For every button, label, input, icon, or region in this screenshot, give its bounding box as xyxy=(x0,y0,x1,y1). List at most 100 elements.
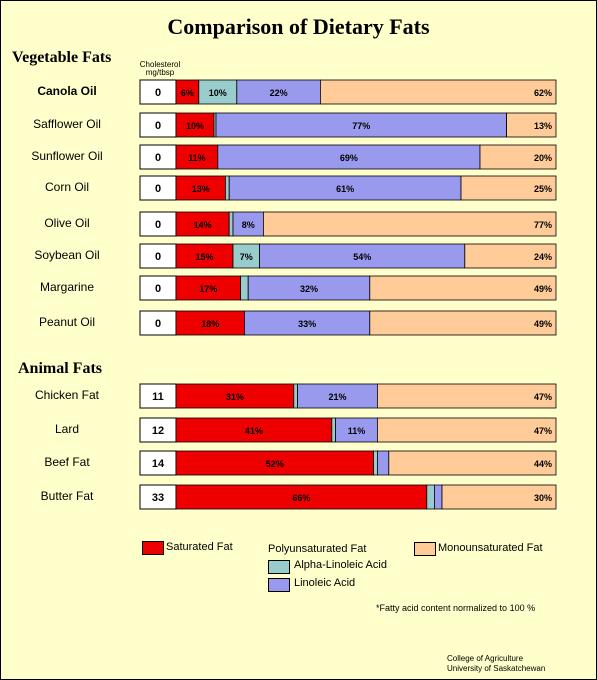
bar-segment-sat xyxy=(175,417,333,443)
bar-segment-ala xyxy=(331,417,336,443)
data-label-mono: 30% xyxy=(534,493,552,503)
bar-segment-la xyxy=(297,383,378,409)
bar-segment-ala xyxy=(293,383,298,409)
bar-segment-la xyxy=(232,211,264,237)
bar-segment-la xyxy=(243,310,371,336)
cholesterol-box xyxy=(139,211,177,237)
cholesterol-value: 0 xyxy=(155,87,161,99)
row-label-safflower-oil: Safflower Oil xyxy=(33,117,101,131)
row-label-margarine: Margarine xyxy=(39,280,95,294)
row-label-corn-oil: Corn Oil xyxy=(44,180,89,194)
bar-segment-mono xyxy=(369,275,557,301)
bar-segment-mono xyxy=(319,79,557,105)
legend-label-monounsaturated: Monounsaturated Fat xyxy=(438,542,543,554)
bar-segment-la xyxy=(259,243,466,269)
cholesterol-value: 0 xyxy=(155,318,161,330)
data-label-mono: 44% xyxy=(534,459,552,469)
bar-segment-la xyxy=(217,144,481,170)
bar-segment-mono xyxy=(388,450,557,476)
credit-line-2: University of Saskatchewan xyxy=(447,664,546,673)
cholesterol-box xyxy=(139,112,177,138)
row-label-chicken-fat: Chicken Fat xyxy=(34,388,100,402)
cholesterol-value: 11 xyxy=(152,391,164,403)
row-label-sunflower-oil: Sunflower Oil xyxy=(31,149,103,163)
data-label-ala: 7% xyxy=(240,252,253,262)
data-label-mono: 49% xyxy=(534,319,552,329)
data-label-mono: 77% xyxy=(534,220,552,230)
bar-segment-sat xyxy=(175,383,295,409)
cholesterol-value: 0 xyxy=(155,251,161,263)
data-label-sat: 15% xyxy=(195,252,213,262)
bar-segment-la xyxy=(433,484,443,510)
row-label-peanut-oil: Peanut Oil xyxy=(38,315,96,329)
credit: College of Agriculture University of Sas… xyxy=(447,654,545,674)
bar-segment-mono xyxy=(369,310,557,336)
data-label-sat: 17% xyxy=(199,284,217,294)
bar-segment-ala xyxy=(228,211,234,237)
row-label-beef-fat: Beef Fat xyxy=(44,455,90,469)
data-label-sat: 13% xyxy=(192,184,210,194)
cholesterol-box xyxy=(139,144,177,170)
data-label-mono: 62% xyxy=(534,88,552,98)
chart-title: Comparison of Dietary Fats xyxy=(167,14,430,39)
bar-segment-sat xyxy=(175,310,245,336)
bar-segment-mono xyxy=(441,484,557,510)
data-label-la: 32% xyxy=(300,284,318,294)
legend-label-alpha-linoleic: Alpha-Linoleic Acid xyxy=(294,559,387,571)
cholesterol-box xyxy=(139,275,177,301)
bar-segment-la xyxy=(215,112,508,138)
data-label-mono: 47% xyxy=(534,426,552,436)
data-label-mono: 20% xyxy=(534,153,552,163)
cholesterol-value: 0 xyxy=(155,183,161,195)
bar-segment-mono xyxy=(464,243,557,269)
data-label-la: 61% xyxy=(336,184,354,194)
bar-segment-mono xyxy=(262,211,557,237)
bar-segment-la xyxy=(335,417,378,443)
data-label-la: 33% xyxy=(298,319,316,329)
bar-segment-mono xyxy=(479,144,557,170)
section-vegetable-fats: Vegetable Fats xyxy=(12,49,112,66)
data-label-sat: 41% xyxy=(245,426,263,436)
bar-segment-mono xyxy=(460,175,557,201)
cholesterol-value: 14 xyxy=(152,458,165,470)
legend-swatch-alpha-linoleic xyxy=(268,560,290,574)
bar-segment-mono xyxy=(376,383,557,409)
row-label-soybean-oil: Soybean Oil xyxy=(34,248,100,262)
cholesterol-value: 0 xyxy=(155,219,161,231)
bar-segment-la xyxy=(376,450,390,476)
data-label-la: 54% xyxy=(353,252,371,262)
data-label-sat: 14% xyxy=(194,220,212,230)
data-label-la: 21% xyxy=(328,392,346,402)
row-label-olive-oil: Olive Oil xyxy=(44,216,90,230)
bar-segment-la xyxy=(247,275,371,301)
data-label-sat: 66% xyxy=(292,493,310,503)
data-label-mono: 13% xyxy=(534,121,552,131)
credit-line-1: College of Agriculture xyxy=(447,654,524,663)
bar-segment-ala xyxy=(232,243,261,269)
cholesterol-box xyxy=(139,383,177,409)
data-label-sat: 10% xyxy=(186,121,204,131)
bar-segment-mono xyxy=(506,112,557,138)
cholesterol-box xyxy=(139,175,177,201)
bar-segment-sat xyxy=(175,243,234,269)
data-label-sat: 52% xyxy=(266,459,284,469)
data-label-la: 11% xyxy=(348,426,366,436)
data-label-mono: 24% xyxy=(534,252,552,262)
row-label-lard: Lard xyxy=(54,422,80,436)
bar-segment-ala xyxy=(373,450,378,476)
data-label-la: 22% xyxy=(270,88,288,98)
cholesterol-value: 0 xyxy=(155,283,161,295)
bar-segment-sat xyxy=(175,275,241,301)
bar-segment-mono xyxy=(376,417,557,443)
bar-segment-sat xyxy=(175,175,226,201)
row-label-canola-oil: Canola Oil xyxy=(37,84,97,98)
data-label-sat: 18% xyxy=(201,319,219,329)
data-label-mono: 25% xyxy=(534,184,552,194)
cholesterol-value: 33 xyxy=(152,492,164,504)
bar-segment-ala xyxy=(240,275,249,301)
data-label-la: 77% xyxy=(352,121,370,131)
data-label-sat: 31% xyxy=(226,392,244,402)
legend-swatch-saturated xyxy=(142,541,164,555)
data-label-la: 69% xyxy=(340,153,358,163)
